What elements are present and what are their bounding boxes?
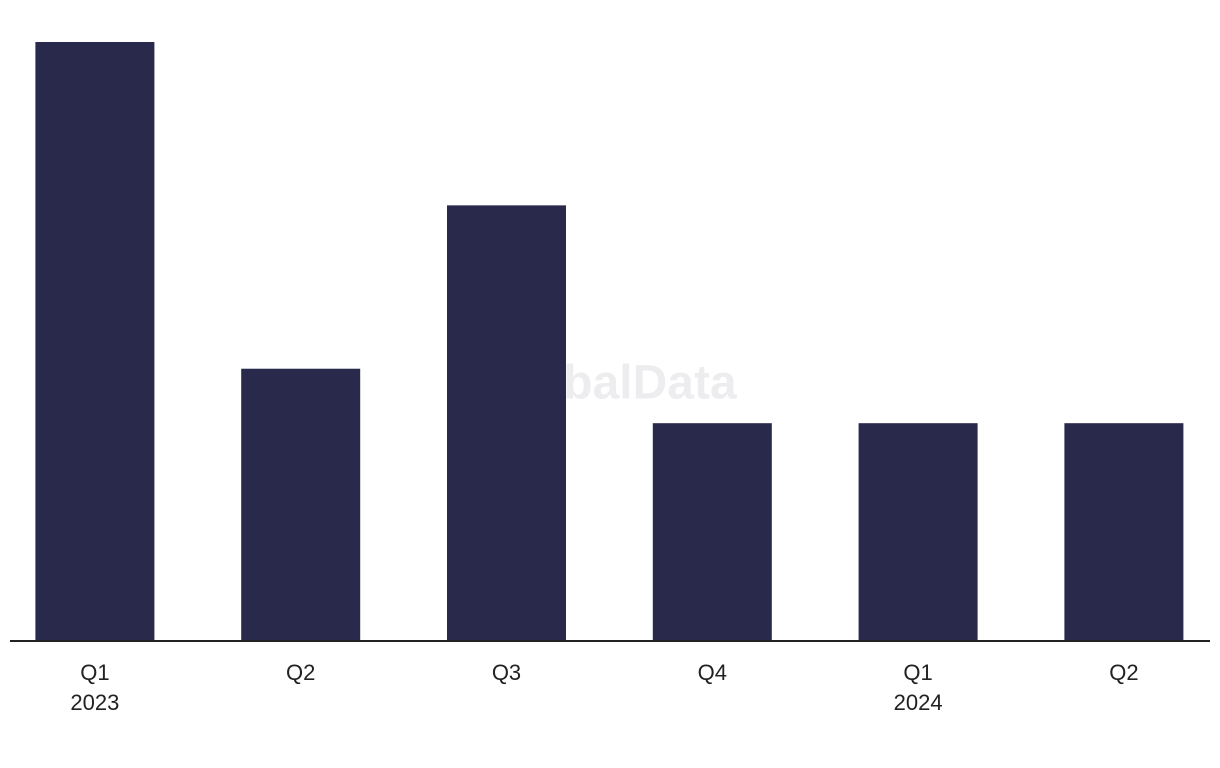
x-tick-label: Q1 <box>903 660 932 685</box>
watermark: GlobalData <box>483 357 737 410</box>
bar <box>652 423 772 641</box>
bar <box>1064 423 1184 641</box>
bar <box>447 205 566 641</box>
x-tick-label: Q3 <box>492 660 521 685</box>
x-year-label: 2024 <box>894 690 943 715</box>
x-tick-label: Q2 <box>1109 660 1138 685</box>
x-tick-label: Q2 <box>286 660 315 685</box>
x-tick-label: Q4 <box>698 660 727 685</box>
bar <box>858 423 978 641</box>
x-year-label: 2023 <box>70 690 119 715</box>
bar <box>241 368 361 641</box>
x-tick-label: Q1 <box>80 660 109 685</box>
bar <box>35 42 155 641</box>
